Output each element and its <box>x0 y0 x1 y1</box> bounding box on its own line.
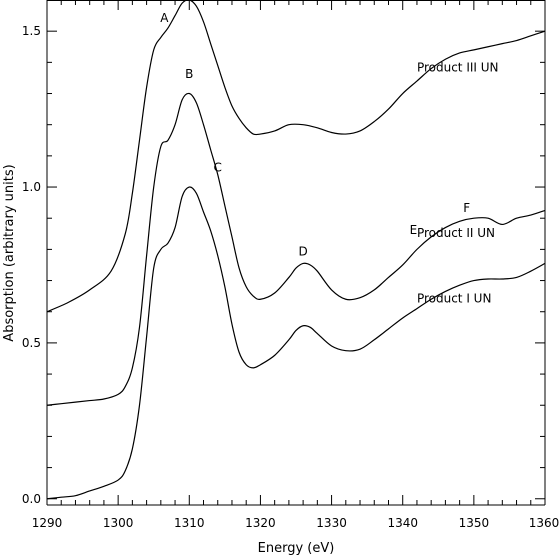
axis-tick-labels: 1290 1300 1310 1320 1330 1340 1350 1360 0.0 0.5 1.… <box>22 24 559 530</box>
peak-label-b: B <box>185 67 193 81</box>
x-tick-label: 1340 <box>387 516 418 530</box>
x-tick-label: 1320 <box>245 516 276 530</box>
plot-frame-group <box>46 0 546 506</box>
series-line-product-i-un <box>46 186 546 500</box>
y-tick-label: 1.5 <box>22 24 41 38</box>
x-tick-label: 1360 <box>529 516 559 530</box>
peak-label-a: A <box>160 11 169 25</box>
axis-ticks <box>46 0 546 505</box>
peak-label-e: E <box>410 223 418 237</box>
y-axis-title: Absorption (arbitrary units) <box>2 164 17 341</box>
peak-annotations: A B C D E F <box>160 11 470 259</box>
series-lines <box>46 0 546 500</box>
series-line-product-ii-un <box>46 92 546 406</box>
y-tick-label: 1.0 <box>22 180 41 194</box>
peak-label-f: F <box>463 201 470 215</box>
x-tick-label: 1300 <box>103 516 134 530</box>
x-tick-label: 1350 <box>459 516 490 530</box>
x-axis-title: Energy (eV) <box>258 541 335 556</box>
x-tick-label: 1290 <box>32 516 63 530</box>
series-label-product-ii-un: Product II UN <box>417 226 495 240</box>
series-label-product-iii-un: Product III UN <box>417 61 499 75</box>
series-line-product-iii-un <box>46 0 546 313</box>
y-tick-label: 0.0 <box>22 492 41 506</box>
peak-label-c: C <box>214 160 222 174</box>
y-tick-label: 0.5 <box>22 336 41 350</box>
x-tick-label: 1330 <box>316 516 347 530</box>
series-labels: Product III UN Product II UN Product I UN <box>417 61 499 306</box>
peak-label-d: D <box>298 245 307 259</box>
x-tick-label: 1310 <box>174 516 205 530</box>
series-label-product-i-un: Product I UN <box>417 291 492 305</box>
